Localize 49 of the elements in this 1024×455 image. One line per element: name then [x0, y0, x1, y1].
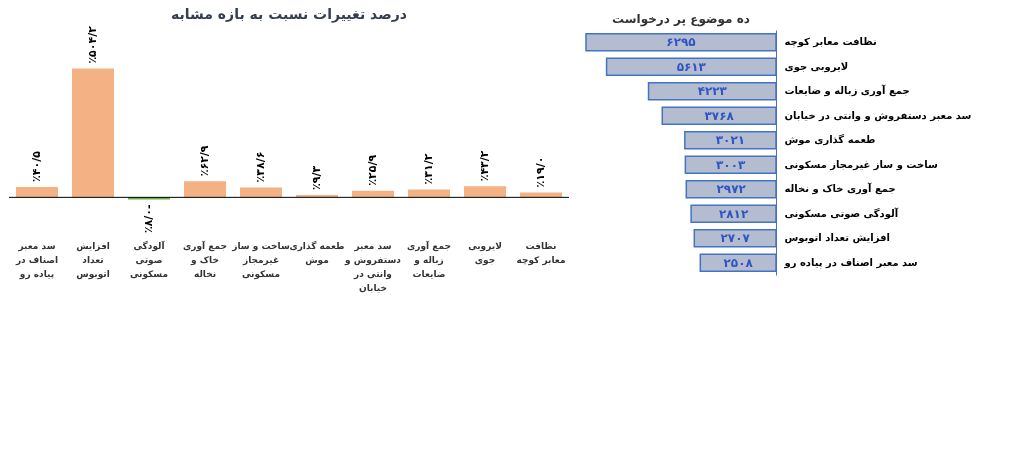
y-tick-label: لایروبی جوی — [784, 60, 849, 73]
data-label: ٪۶۲/۹ — [198, 145, 211, 177]
x-tick-label: ساخت و ساز غیرمجاز مسکونی — [231, 241, 290, 280]
x-tick-label: نظافت معابر کوچه — [516, 241, 566, 266]
bar — [464, 186, 506, 198]
y-tick-label: جمع آوری زباله و ضایعات — [784, 84, 910, 98]
data-label: ٪۴۳/۲ — [478, 150, 491, 182]
x-tick-label: سد معبر دستفروش و وانتی در خیابان — [344, 241, 402, 293]
x-tick-label: لایروبی جوی — [468, 241, 502, 266]
bar — [408, 189, 450, 198]
x-tick-label: جمع آوری زباله و ضایعات — [407, 240, 451, 279]
data-label: ٪۱۹/۰ — [534, 156, 547, 188]
data-label: ٪۳۱/۲ — [422, 153, 435, 185]
data-label: ۲۸۱۲ — [718, 206, 749, 221]
bar — [352, 190, 394, 198]
data-label: ۲۹۷۲ — [716, 182, 747, 197]
data-label: ٪۲۵/۹ — [366, 154, 379, 186]
bar — [240, 187, 282, 198]
data-label: ٪۹/۳ — [310, 165, 323, 190]
y-tick-label: افزایش تعداد اتوبوس — [784, 232, 890, 245]
data-label: ۵۶۱۳ — [676, 59, 707, 74]
y-tick-label: آلودگی صوتی مسکونی — [784, 206, 899, 220]
x-tick-label: افزایش تعداد اتوبوس — [76, 241, 110, 280]
y-tick-label: نظافت معابر کوچه — [784, 36, 877, 49]
data-label: ٪۴۰/۵ — [30, 150, 43, 182]
data-label: ٪۳۸/۶ — [254, 151, 267, 183]
y-tick-label: ساخت و ساز غیرمجاز مسکونی — [784, 158, 938, 171]
bar — [184, 181, 226, 198]
data-label: ۲۷۰۷ — [720, 231, 751, 246]
bar — [520, 192, 562, 198]
bar — [72, 68, 114, 198]
data-label: ۲۵۰۸ — [723, 255, 754, 270]
data-label: ۳۰۲۱ — [715, 133, 746, 148]
y-tick-label: طعمه گذاری موش — [784, 133, 876, 147]
y-tick-label: جمع آوری خاک و نخاله — [784, 182, 896, 196]
x-tick-label: سد معبر اصناف در پیاده رو — [14, 241, 59, 280]
data-label: ۴۲۲۳ — [697, 84, 728, 99]
x-tick-label: طعمه گذاری موش — [289, 240, 345, 266]
x-tick-label: جمع آوری خاک و نخاله — [183, 240, 227, 279]
data-label: ٪۵۰۴/۲ — [86, 25, 99, 64]
data-label: ۳۷۶۸ — [704, 108, 735, 123]
y-tick-label: سد معبر دستفروش و وانتی در خیابان — [784, 109, 972, 122]
bar — [16, 187, 58, 198]
chart-title: ده موضوع پر درخواست — [612, 12, 750, 27]
data-label: ۳۰۰۳ — [716, 157, 746, 172]
chart-title: درصد تغییرات نسبت به بازه مشابه — [171, 6, 407, 24]
data-label: ۶۲۹۵ — [666, 35, 696, 50]
x-tick-label: آلودگی صوتی مسکونی — [129, 240, 169, 280]
data-label: ٪۸/۰- — [142, 204, 155, 234]
